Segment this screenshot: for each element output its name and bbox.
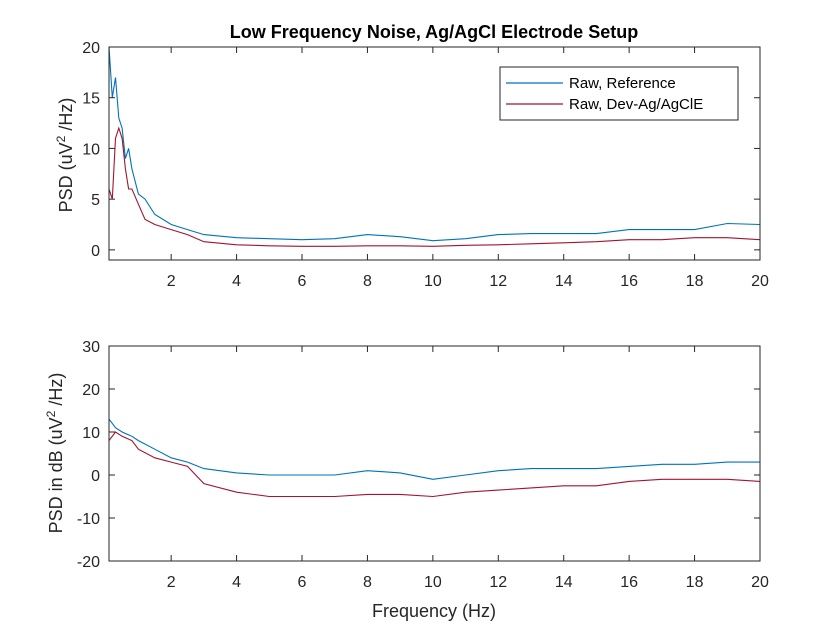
legend: Raw, Reference Raw, Dev-Ag/AgClE — [499, 66, 739, 121]
legend-label-reference: Raw, Reference — [569, 75, 676, 92]
top-x-tick-label: 12 — [489, 273, 507, 290]
bottom-x-ticks: 2 4 6 8 10 12 14 16 18 20 — [167, 346, 769, 591]
top-series-line-device — [108, 126, 761, 247]
top-x-tick-label: 8 — [363, 273, 372, 290]
top-y-tick-label: 5 — [91, 192, 100, 209]
bottom-x-tick-label: 8 — [363, 574, 372, 591]
bottom-x-tick-label: 12 — [489, 574, 507, 591]
top-x-tick-label: 20 — [751, 273, 769, 290]
bottom-x-tick-label: 18 — [686, 574, 704, 591]
bottom-axes: 2 4 6 8 10 12 14 16 18 20 -20 -10 0 10 20 30 PSD in dB… — [44, 339, 769, 591]
bottom-y-tick-label: 30 — [82, 339, 100, 356]
bottom-series-line-device — [108, 431, 761, 498]
top-y-ticks: 0 5 10 15 20 — [82, 40, 760, 260]
x-axis-label: Frequency (Hz) — [372, 601, 496, 621]
top-y-tick-label: 10 — [82, 141, 100, 158]
bottom-x-tick-label: 10 — [424, 574, 442, 591]
bottom-x-tick-label: 20 — [751, 574, 769, 591]
top-series-lines — [108, 46, 761, 247]
bottom-x-tick-label: 6 — [298, 574, 307, 591]
top-x-ticks: 2 4 6 8 10 12 14 16 18 20 — [167, 47, 769, 290]
bottom-x-tick-label: 2 — [167, 574, 176, 591]
top-x-tick-label: 4 — [232, 273, 241, 290]
bottom-ylabel-tail: /Hz) — [46, 373, 66, 411]
top-x-tick-label: 6 — [298, 273, 307, 290]
top-y-tick-label: 0 — [91, 243, 100, 260]
top-series-line-reference — [108, 46, 761, 242]
bottom-y-ticks: -20 -10 0 10 20 30 — [77, 339, 760, 571]
bottom-x-tick-label: 16 — [620, 574, 638, 591]
top-y-tick-label: 15 — [82, 91, 100, 108]
top-x-tick-label: 16 — [620, 273, 638, 290]
top-x-tick-label: 10 — [424, 273, 442, 290]
chart-title: Low Frequency Noise, Ag/AgCl Electrode S… — [230, 22, 638, 42]
top-x-tick-label: 18 — [686, 273, 704, 290]
top-x-tick-label: 14 — [555, 273, 573, 290]
legend-box — [499, 66, 739, 121]
bottom-y-axis-label: PSD in dB (uV2 /Hz) — [44, 373, 66, 534]
legend-label-device: Raw, Dev-Ag/AgClE — [569, 96, 703, 113]
top-y-tick-label: 20 — [82, 40, 100, 57]
bottom-x-tick-label: 14 — [555, 574, 573, 591]
bottom-series-lines — [108, 418, 761, 498]
bottom-y-tick-label: -20 — [77, 554, 100, 571]
bottom-y-tick-label: 10 — [82, 425, 100, 442]
bottom-y-tick-label: 20 — [82, 382, 100, 399]
top-ylabel-tail: /Hz) — [56, 98, 76, 136]
bottom-axes-box — [108, 345, 761, 562]
top-ylabel-main: PSD (uV — [56, 142, 76, 212]
bottom-y-tick-label: -10 — [77, 511, 100, 528]
bottom-ylabel-sup: 2 — [44, 410, 58, 417]
top-ylabel-sup: 2 — [54, 135, 68, 142]
top-y-axis-label: PSD (uV2 /Hz) — [54, 98, 76, 213]
top-axes-box — [108, 46, 761, 261]
bottom-y-tick-label: 0 — [91, 468, 100, 485]
bottom-ylabel-main: PSD in dB (uV — [46, 417, 66, 533]
bottom-series-line-reference — [108, 418, 760, 480]
bottom-x-tick-label: 4 — [232, 574, 241, 591]
top-x-tick-label: 2 — [167, 273, 176, 290]
